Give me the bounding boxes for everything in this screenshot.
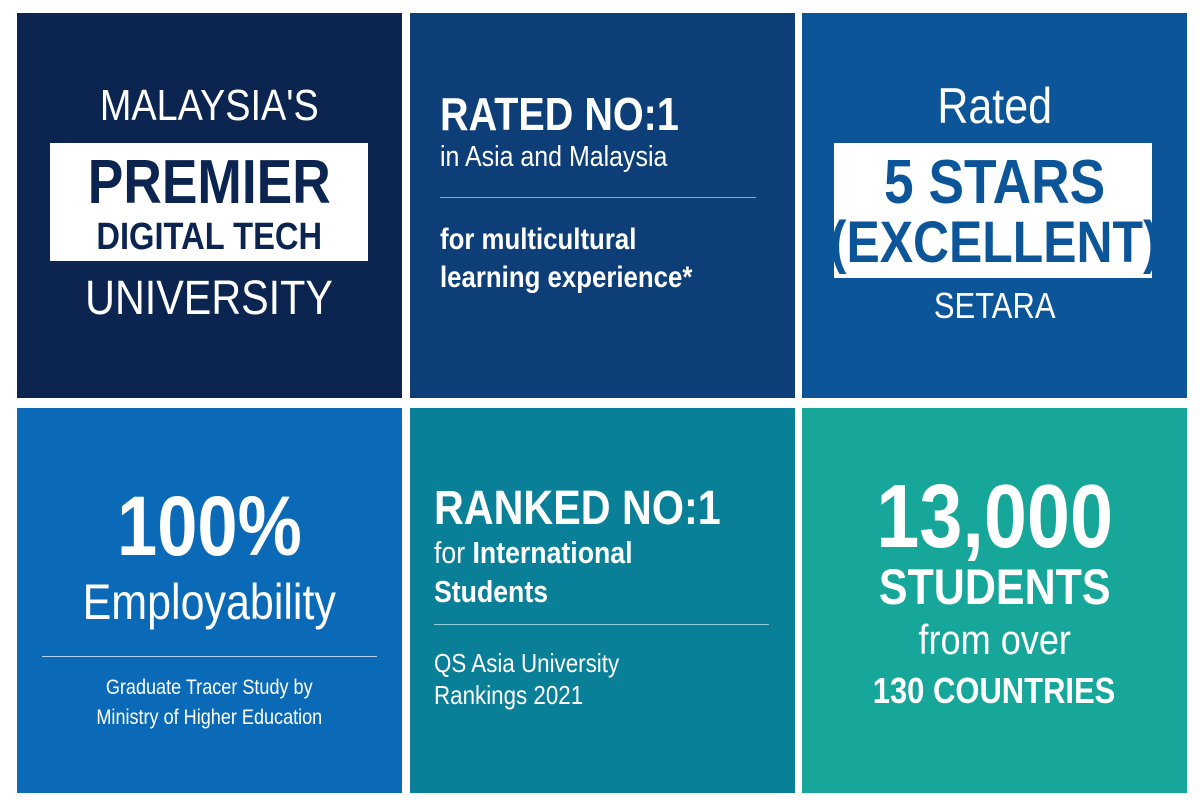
tile-headline: 100% <box>117 479 302 573</box>
divider <box>440 197 756 198</box>
tile-source: Ministry of Higher Education <box>96 706 323 729</box>
tile-text: from over <box>918 616 1071 663</box>
tile-headline: 13,000 <box>876 467 1113 567</box>
tile-text: MALAYSIA'S <box>100 81 319 130</box>
tile-subtext: STUDENTS <box>878 559 1111 615</box>
tile-text: Rated <box>937 78 1052 134</box>
tile-employability: 100% Employability Graduate Tracer Study… <box>17 408 402 793</box>
tile-headline: RATED NO:1 <box>440 88 679 140</box>
tile-text: UNIVERSITY <box>85 272 334 325</box>
tile-5-stars: Rated 5 STARS (EXCELLENT) SETARA <box>802 13 1187 398</box>
tile-subtext: Employability <box>82 574 337 630</box>
tile-premier-university: MALAYSIA'S PREMIER DIGITAL TECH UNIVERSI… <box>17 13 402 398</box>
tile-subtext: in Asia and Malaysia <box>440 141 668 173</box>
tile-headline: RANKED NO:1 <box>434 482 721 535</box>
tile-source: Rankings 2021 <box>434 680 584 710</box>
tile-highlight: (EXCELLENT) <box>829 210 1160 275</box>
tile-ranked-no1: RANKED NO:1 for International Students Q… <box>410 408 795 793</box>
tile-rated-no1: RATED NO:1 in Asia and Malaysia for mult… <box>410 13 795 398</box>
highlight-box <box>50 143 368 261</box>
tile-highlight: DIGITAL TECH <box>96 216 323 258</box>
divider <box>434 624 769 625</box>
tile-source: QS Asia University <box>434 648 620 678</box>
tile-students: 13,000 STUDENTS from over 130 COUNTRIES <box>802 408 1187 793</box>
divider <box>42 656 377 657</box>
tile-detail: learning experience* <box>440 261 693 294</box>
tile-subtext: Students <box>434 574 549 609</box>
tile-subtext-bold: International <box>472 535 633 570</box>
tile-source: Graduate Tracer Study by <box>106 676 313 699</box>
highlight-box <box>834 143 1152 278</box>
tile-highlight: PREMIER <box>88 148 331 217</box>
tile-subtext: for International <box>434 535 632 571</box>
tile-text: SETARA <box>933 285 1056 326</box>
tile-subtext-prefix: for <box>434 535 473 570</box>
tile-text: 130 COUNTRIES <box>873 670 1116 711</box>
tile-detail: for multicultural <box>440 223 637 256</box>
tile-highlight: 5 STARS <box>883 148 1106 217</box>
